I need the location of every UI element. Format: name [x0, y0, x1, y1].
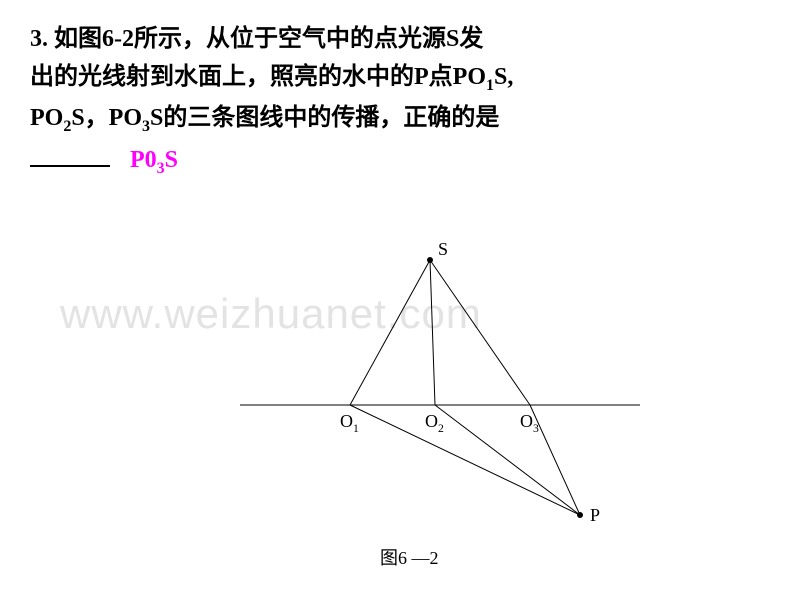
diagram: S O1 O2 O3 P 图6 —2	[200, 240, 650, 580]
answer-p2: S	[165, 147, 178, 173]
svg-text:O2: O2	[425, 411, 444, 435]
question-number: 3.	[30, 26, 48, 52]
question-line3-p1: PO	[30, 105, 63, 131]
diagram-svg: S O1 O2 O3 P	[200, 240, 650, 550]
answer-p1: P0	[130, 147, 157, 173]
question-line3-p3: S的三条图线中的传播，正确的是	[150, 105, 499, 131]
svg-text:O3: O3	[520, 411, 539, 435]
question-block: 3. 如图6-2所示，从位于空气中的点光源S发 出的光线射到水面上，照亮的水中的…	[0, 0, 800, 182]
question-line2-p2: S,	[494, 64, 513, 90]
answer-text: P03S	[130, 147, 178, 173]
question-line3-sub2: 3	[142, 118, 150, 135]
diagram-caption: 图6 —2	[380, 544, 439, 570]
question-line1: 如图6-2所示，从位于空气中的点光源S发	[54, 26, 483, 52]
question-line2-sub1: 1	[486, 77, 494, 94]
answer-sub: 3	[157, 160, 165, 177]
question-line2-p1: 出的光线射到水面上，照亮的水中的P点PO	[30, 64, 486, 90]
svg-text:P: P	[590, 505, 600, 525]
question-line3-p2: S，PO	[71, 105, 142, 131]
answer-blank-line	[30, 139, 110, 167]
svg-text:S: S	[438, 240, 448, 259]
svg-text:O1: O1	[340, 411, 359, 435]
